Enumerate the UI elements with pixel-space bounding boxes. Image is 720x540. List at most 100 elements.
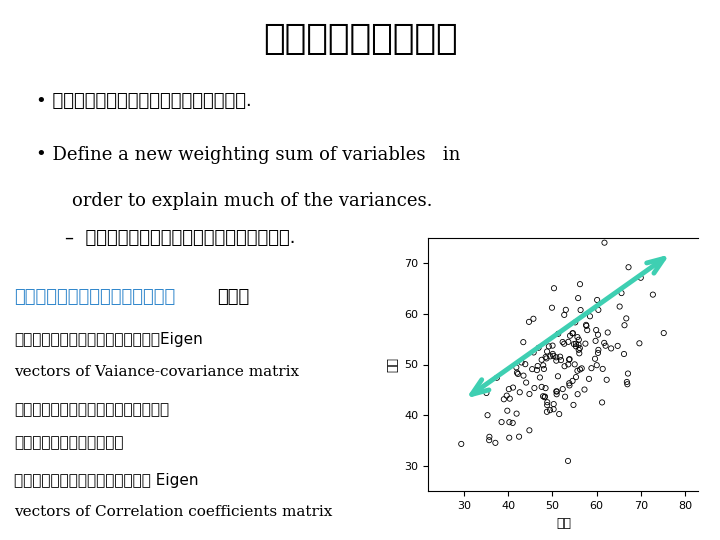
Point <box>503 434 515 442</box>
Point <box>606 344 617 353</box>
Text: order to explain much of the variances.: order to explain much of the variances. <box>72 192 433 210</box>
Point <box>557 385 569 394</box>
Point <box>512 370 523 379</box>
Point <box>593 346 604 354</box>
Point <box>520 360 531 368</box>
Point <box>591 361 603 369</box>
Point <box>559 362 570 370</box>
Point <box>575 280 586 288</box>
Point <box>589 354 600 363</box>
Point <box>597 364 608 373</box>
Point <box>614 302 626 311</box>
Point <box>572 333 583 341</box>
Point <box>554 352 566 361</box>
Point <box>528 348 539 357</box>
Point <box>616 289 627 298</box>
Point <box>584 312 595 321</box>
Point <box>562 360 574 369</box>
Point <box>557 338 568 346</box>
Point <box>574 344 585 353</box>
Point <box>546 303 558 312</box>
Point <box>532 362 544 370</box>
Point <box>554 410 565 418</box>
Point <box>576 364 588 373</box>
Point <box>504 394 516 403</box>
Point <box>490 438 501 447</box>
Point <box>658 329 670 338</box>
Point <box>590 336 601 345</box>
Point <box>618 321 630 329</box>
Point <box>539 393 550 402</box>
Point <box>533 343 544 352</box>
Point <box>559 310 570 319</box>
Point <box>564 381 575 390</box>
Point <box>573 346 585 354</box>
Text: を探る: を探る <box>217 288 249 306</box>
Point <box>591 295 603 304</box>
Point <box>560 306 572 314</box>
Point <box>514 388 526 396</box>
Point <box>502 407 513 415</box>
Point <box>562 457 574 465</box>
Point <box>568 340 580 348</box>
Text: vectors of Correlation coefficients matrix: vectors of Correlation coefficients matr… <box>14 505 333 519</box>
Point <box>579 385 590 394</box>
Text: データが最も大きく散らばる方向: データが最も大きく散らばる方向 <box>14 288 176 306</box>
Point <box>599 238 611 247</box>
Point <box>567 329 578 338</box>
Point <box>564 355 575 363</box>
Point <box>541 401 553 409</box>
Text: –  その指標で，多くのばらつきを説明したい.: – その指標で，多くのばらつきを説明したい. <box>65 230 295 247</box>
Point <box>570 342 582 350</box>
Point <box>501 392 513 400</box>
Point <box>575 365 586 374</box>
Y-axis label: 社会: 社会 <box>386 357 399 372</box>
Point <box>593 330 604 339</box>
Point <box>593 306 604 314</box>
Point <box>564 379 575 388</box>
Point <box>555 356 567 364</box>
Point <box>593 349 604 357</box>
Point <box>538 364 549 373</box>
Point <box>511 368 523 377</box>
Point <box>567 401 579 409</box>
Point <box>552 372 564 381</box>
Point <box>585 364 597 373</box>
Point <box>551 390 562 399</box>
Point <box>551 387 562 396</box>
Point <box>518 338 529 347</box>
Point <box>539 392 551 401</box>
Point <box>528 314 539 323</box>
Point <box>551 356 562 365</box>
Point <box>623 263 634 272</box>
Point <box>601 375 613 384</box>
Point <box>544 352 556 361</box>
Point <box>543 342 554 350</box>
Point <box>513 433 525 441</box>
Point <box>503 385 515 394</box>
Point <box>548 400 559 408</box>
Point <box>518 372 529 380</box>
Point <box>602 328 613 337</box>
Point <box>572 390 583 399</box>
Point <box>546 341 558 350</box>
Point <box>580 321 592 329</box>
Text: vectors of Vaiance-covariance matrix: vectors of Vaiance-covariance matrix <box>14 364 300 379</box>
Point <box>574 349 585 357</box>
Point <box>575 306 586 314</box>
Point <box>523 318 535 326</box>
Point <box>590 326 602 334</box>
Text: 「相関係数行列」の固有ベクトル Eigen: 「相関係数行列」の固有ベクトル Eigen <box>14 472 199 488</box>
Text: 偏差で基準化して計算する: 偏差で基準化して計算する <box>14 435 124 450</box>
Point <box>547 349 559 358</box>
Point <box>540 384 552 393</box>
Point <box>596 398 608 407</box>
Point <box>635 273 647 282</box>
Point <box>510 409 522 418</box>
Point <box>536 382 547 391</box>
Point <box>548 405 559 414</box>
Point <box>526 365 538 374</box>
Point <box>508 383 519 392</box>
Point <box>580 339 591 348</box>
Point <box>456 440 467 448</box>
